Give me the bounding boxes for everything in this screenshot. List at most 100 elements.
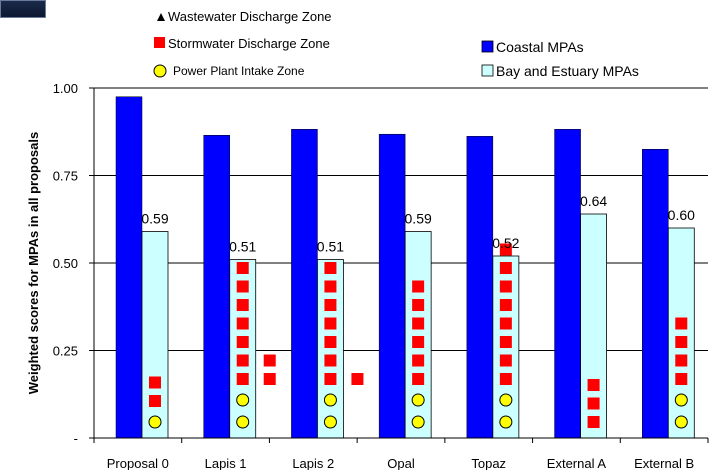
stormwater-marker bbox=[499, 373, 512, 385]
powerplant-marker bbox=[411, 415, 425, 429]
stormwater-marker bbox=[499, 336, 512, 348]
bay-data-label: 0.59 bbox=[405, 211, 432, 227]
stormwater-marker bbox=[412, 354, 425, 367]
powerplant-marker bbox=[499, 393, 513, 407]
coastal-bar bbox=[378, 133, 406, 439]
stormwater-marker bbox=[499, 299, 512, 311]
stormwater-marker bbox=[324, 262, 337, 274]
y-tick-label: - bbox=[74, 431, 78, 446]
stormwater-marker bbox=[236, 373, 249, 385]
stormwater-marker bbox=[324, 373, 337, 385]
stormwater-marker bbox=[412, 280, 425, 293]
powerplant-marker bbox=[411, 393, 425, 407]
y-tick-label: 0.50 bbox=[53, 256, 78, 271]
stormwater-marker bbox=[412, 373, 425, 385]
bay-data-label: 0.52 bbox=[492, 235, 519, 251]
stormwater-marker bbox=[324, 336, 337, 348]
stormwater-marker bbox=[587, 397, 600, 410]
stormwater-marker bbox=[324, 280, 337, 293]
stormwater-marker bbox=[324, 354, 337, 367]
stormwater-square-icon bbox=[154, 37, 165, 48]
label-layer: 0.59 0.51 0.51 0.59 0.52 0.64 0.60 bbox=[141, 193, 695, 255]
wastewater-triangle-icon bbox=[157, 13, 165, 21]
legend-wastewater-label: Wastewater Discharge Zone bbox=[168, 9, 332, 24]
bay-data-label: 0.51 bbox=[229, 239, 256, 255]
coastal-bar bbox=[291, 129, 318, 439]
stormwater-marker bbox=[412, 336, 425, 348]
legend: Wastewater Discharge Zone Stormwater Dis… bbox=[153, 9, 639, 79]
coastal-bar bbox=[203, 135, 230, 439]
y-tick-label: 0.75 bbox=[53, 169, 78, 184]
stormwater-marker bbox=[324, 317, 337, 330]
stormwater-marker bbox=[499, 262, 512, 274]
coastal-bar bbox=[642, 149, 669, 439]
x-tick-label: Proposal 0 bbox=[107, 456, 169, 470]
legend-coastal: Coastal MPAs bbox=[481, 39, 584, 55]
legend-stormwater: Stormwater Discharge Zone bbox=[154, 36, 330, 51]
powerplant-marker bbox=[236, 415, 250, 429]
marker-layer bbox=[148, 243, 688, 429]
stormwater-marker bbox=[587, 379, 600, 391]
stormwater-marker bbox=[236, 280, 249, 293]
axis-layer: - 0.25 0.50 0.75 1.00 Proposal 0 Lapis 1 Lapis … bbox=[53, 81, 709, 470]
coastal-bar bbox=[115, 96, 143, 439]
x-tick-label: External A bbox=[547, 456, 607, 470]
stormwater-marker bbox=[675, 317, 688, 330]
stormwater-marker bbox=[675, 336, 688, 348]
powerplant-marker bbox=[323, 393, 337, 407]
legend-bay-label: Bay and Estuary MPAs bbox=[496, 63, 639, 79]
legend-coastal-label: Coastal MPAs bbox=[496, 39, 584, 55]
y-axis-label: Weighted scores for MPAs in all proposal… bbox=[26, 132, 41, 394]
stormwater-marker bbox=[263, 354, 276, 367]
legend-stormwater-label: Stormwater Discharge Zone bbox=[168, 36, 330, 51]
x-tick-label: Topaz bbox=[471, 456, 506, 470]
stormwater-marker bbox=[263, 373, 276, 385]
stormwater-marker bbox=[324, 299, 337, 311]
coastal-bar bbox=[554, 129, 581, 439]
stormwater-marker bbox=[236, 299, 249, 311]
stormwater-marker bbox=[351, 373, 364, 385]
x-tick-label: External B bbox=[634, 456, 694, 470]
coastal-bar bbox=[466, 136, 494, 439]
stormwater-marker bbox=[675, 373, 688, 385]
powerplant-marker bbox=[236, 393, 250, 407]
y-tick-label: 0.25 bbox=[53, 344, 78, 359]
y-tick-label: 1.00 bbox=[53, 81, 78, 96]
stormwater-marker bbox=[675, 354, 688, 367]
stormwater-marker bbox=[412, 299, 425, 311]
stormwater-marker bbox=[587, 416, 600, 428]
legend-bay: Bay and Estuary MPAs bbox=[481, 63, 639, 79]
x-tick-label: Lapis 2 bbox=[292, 456, 334, 470]
powerplant-marker bbox=[674, 393, 688, 407]
stormwater-marker bbox=[149, 376, 161, 389]
x-tick-label: Lapis 1 bbox=[205, 456, 247, 470]
stormwater-marker bbox=[499, 317, 512, 330]
coastal-swatch-icon bbox=[481, 40, 494, 53]
legend-powerplant-label: Power Plant Intake Zone bbox=[173, 64, 305, 78]
powerplant-marker bbox=[674, 415, 688, 429]
bay-data-label: 0.60 bbox=[668, 207, 695, 223]
stormwater-marker bbox=[499, 280, 512, 293]
bay-bar bbox=[404, 231, 432, 439]
x-tick-label: Opal bbox=[387, 456, 415, 470]
powerplant-marker bbox=[148, 415, 162, 429]
stormwater-marker bbox=[236, 336, 249, 348]
stormwater-marker bbox=[412, 317, 425, 330]
stormwater-marker bbox=[236, 262, 249, 274]
powerplant-marker bbox=[323, 415, 337, 429]
bay-bar bbox=[141, 231, 169, 439]
bay-data-label: 0.51 bbox=[317, 239, 344, 255]
legend-wastewater: Wastewater Discharge Zone bbox=[157, 9, 332, 24]
bar-layer bbox=[115, 96, 695, 439]
stormwater-marker bbox=[499, 243, 512, 256]
stormwater-marker bbox=[499, 354, 512, 367]
bay-data-label: 0.59 bbox=[141, 211, 168, 227]
powerplant-marker bbox=[499, 415, 513, 429]
bay-data-label: 0.64 bbox=[580, 193, 607, 209]
stormwater-marker bbox=[149, 395, 161, 407]
bay-swatch-icon bbox=[481, 64, 494, 77]
stormwater-marker bbox=[236, 317, 249, 330]
legend-powerplant: Power Plant Intake Zone bbox=[153, 64, 305, 78]
powerplant-circle-icon bbox=[153, 64, 167, 78]
